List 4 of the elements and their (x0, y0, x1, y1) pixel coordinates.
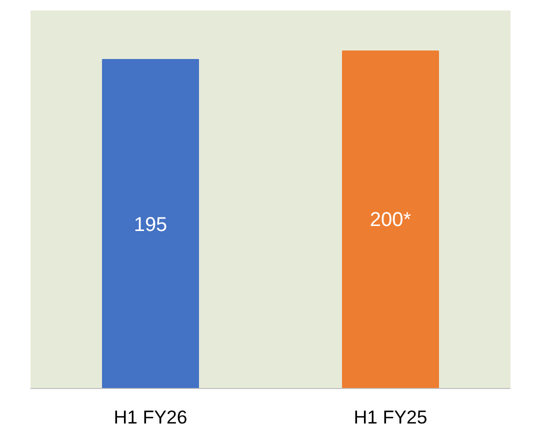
x-tick-label: H1 FY25 (354, 406, 428, 428)
data-label: 195 (134, 214, 168, 236)
data-label: 200* (370, 208, 412, 231)
x-tick-label: H1 FY26 (114, 406, 188, 428)
